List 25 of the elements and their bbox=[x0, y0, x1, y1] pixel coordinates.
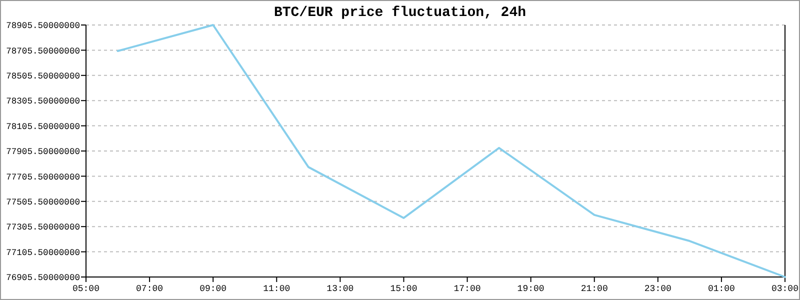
y-tick-label: 77705.50000000 bbox=[6, 172, 80, 182]
x-tick-label: 11:00 bbox=[263, 284, 290, 294]
x-tick-label: 05:00 bbox=[72, 284, 100, 294]
x-tick-label: 09:00 bbox=[200, 284, 227, 294]
x-tick-label: 17:00 bbox=[454, 284, 481, 294]
line-series bbox=[116, 24, 786, 278]
y-tick-label: 78505.50000000 bbox=[6, 71, 80, 82]
y-tick-label: 77505.50000000 bbox=[6, 197, 80, 208]
y-tick-label: 78705.50000000 bbox=[6, 46, 80, 56]
y-tick-label: 77305.50000000 bbox=[6, 222, 80, 233]
x-tick-label: 01:00 bbox=[708, 284, 735, 294]
x-tick-label: 03:00 bbox=[771, 284, 799, 294]
y-tick-label: 78105.50000000 bbox=[6, 122, 80, 132]
y-tick-label: 77905.50000000 bbox=[6, 147, 80, 158]
x-tick-label: 15:00 bbox=[390, 284, 418, 294]
y-tick-label: 78305.50000000 bbox=[6, 96, 80, 107]
y-tick-label: 78905.50000000 bbox=[6, 21, 80, 32]
chart-title: BTC/EUR price fluctuation, 24h bbox=[274, 5, 526, 21]
x-tick-label: 19:00 bbox=[517, 284, 544, 294]
y-tick-label: 76905.50000000 bbox=[6, 273, 80, 284]
x-tick-label: 07:00 bbox=[136, 284, 164, 294]
x-tick-label: 13:00 bbox=[326, 284, 354, 294]
x-tick-label: 21:00 bbox=[580, 284, 608, 294]
y-tick-label: 77105.50000000 bbox=[6, 248, 80, 258]
x-tick-label: 23:00 bbox=[644, 284, 672, 294]
